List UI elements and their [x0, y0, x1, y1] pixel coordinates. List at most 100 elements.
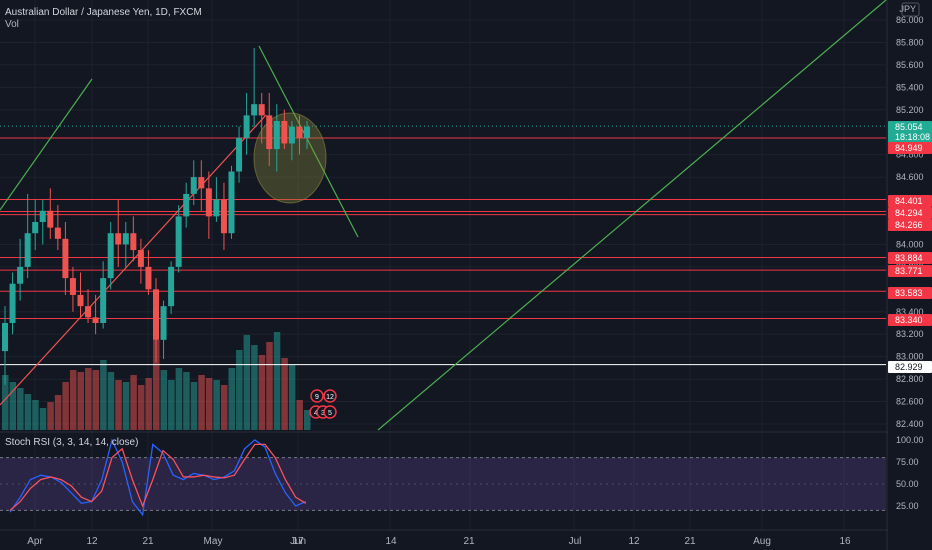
candle-body [17, 266, 24, 284]
price-label: 82.929 [895, 362, 923, 372]
candle-body [47, 210, 54, 228]
candle-body [213, 199, 220, 217]
stoch-rsi-lines [9, 438, 307, 517]
price-label-bg [888, 265, 932, 277]
volume-bar [2, 375, 9, 430]
candle-body [168, 266, 175, 307]
volume-bar [77, 372, 84, 430]
currency-box [901, 2, 920, 17]
candle-body [39, 210, 46, 222]
candle-body [153, 289, 159, 340]
price-tick: 85.600 [896, 60, 924, 70]
price-label: 84.266 [895, 220, 923, 230]
candle-body [220, 199, 227, 234]
volume-bar [175, 368, 183, 430]
volume-bar [130, 375, 137, 430]
price-tick: 86.000 [896, 15, 924, 25]
price-tick: 82.600 [896, 397, 924, 407]
volume-bar [168, 380, 175, 430]
time-tick: 17 [292, 536, 304, 547]
price-label-bg [888, 131, 932, 143]
rsi-tick: 25.00 [896, 501, 919, 511]
volume-label[interactable]: Vol [5, 19, 19, 30]
price-label-bg [888, 287, 932, 299]
time-tick: 21 [463, 536, 475, 547]
symbol-title[interactable]: Australian Dollar / Japanese Yen, 1D, FX… [5, 7, 202, 18]
volume-bar [236, 350, 243, 430]
event-badge-number: 5 [328, 410, 332, 417]
price-tick: 83.400 [896, 307, 924, 317]
price-label-bg [888, 207, 932, 219]
event-badge [323, 405, 337, 419]
event-badge-number: 9 [315, 394, 319, 401]
volume-bar [69, 370, 77, 430]
candle-body [24, 233, 31, 267]
price-label-bg [888, 219, 932, 231]
volume-bar [228, 368, 235, 430]
rsi-tick: 100.00 [896, 435, 924, 445]
time-tick: Aug [753, 536, 771, 547]
candle-body [32, 222, 39, 234]
candle-body [236, 137, 243, 172]
volume-bar [288, 365, 296, 430]
candle-body [107, 233, 114, 279]
price-label-bg [888, 252, 932, 264]
price-tick: 82.800 [896, 374, 924, 384]
volume-bar [190, 382, 198, 430]
candle-body [198, 177, 205, 189]
candle-body [183, 193, 190, 217]
price-tick: 85.400 [896, 82, 924, 92]
currency-label: JPY [899, 4, 916, 14]
candle-body [296, 126, 303, 138]
volume-bar [281, 358, 288, 430]
candle-body [288, 126, 295, 144]
price-label: 84.294 [895, 208, 923, 218]
candle-body [100, 278, 107, 323]
candle-body [85, 306, 92, 318]
volume-bar [122, 382, 130, 430]
price-label: 83.884 [895, 253, 923, 263]
volume-bar [243, 335, 251, 430]
volume-bar [220, 385, 228, 430]
event-badge-number: 3 [321, 410, 325, 417]
price-label: 83.340 [895, 315, 923, 325]
volume-bar [17, 388, 24, 430]
volume-bar [9, 382, 17, 430]
price-label: 85.054 [895, 122, 923, 132]
horizontal-levels [0, 125, 886, 366]
volume-bar [205, 378, 213, 430]
price-tick: 83.200 [896, 329, 924, 339]
time-tick: May [204, 536, 223, 547]
time-tick: Apr [27, 536, 43, 547]
price-tick: 84.600 [896, 172, 924, 182]
candle-body [243, 115, 250, 138]
time-tick: 16 [839, 536, 851, 547]
candle-body [304, 126, 310, 138]
volume-bar [304, 410, 311, 430]
volume-bar [115, 380, 122, 430]
candle-body [62, 238, 69, 279]
candle-body [2, 323, 8, 352]
volume-bar [62, 382, 69, 430]
time-tick: Jul [569, 536, 582, 547]
time-tick: Jun [290, 536, 306, 547]
event-badge [323, 389, 337, 403]
volume-bar [54, 395, 62, 430]
time-tick: 21 [684, 536, 696, 547]
price-tick: 82.400 [896, 419, 924, 429]
price-label-bg [888, 195, 932, 207]
stoch-d-line [9, 443, 307, 511]
price-label-bg [888, 121, 932, 133]
trend-line [258, 45, 359, 238]
volume-bar [47, 402, 54, 430]
candle-body [160, 306, 167, 340]
volume-bar [213, 380, 220, 430]
price-label-bg [888, 361, 932, 373]
candle-body [273, 121, 280, 150]
price-label: 18:18:08 [895, 132, 930, 142]
price-label: 84.401 [895, 196, 923, 206]
stoch-rsi-label[interactable]: Stoch RSI (3, 3, 14, 14, close) [5, 437, 139, 448]
volume-bar [137, 385, 145, 430]
price-label-bg [888, 142, 932, 154]
